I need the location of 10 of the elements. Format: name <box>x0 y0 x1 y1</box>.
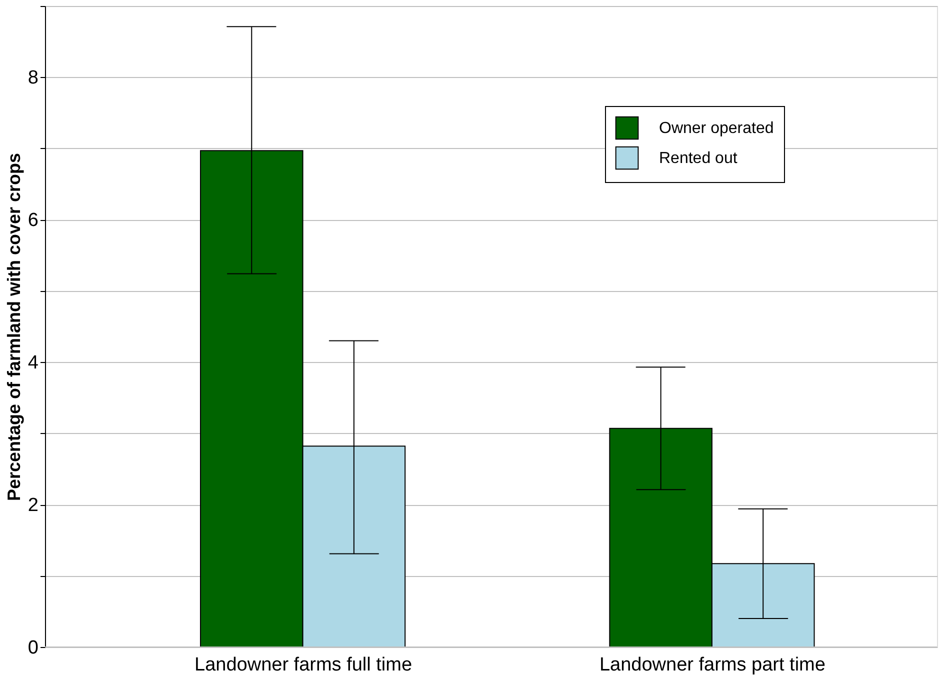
y-tick-label: 8 <box>28 68 38 89</box>
y-tick-label: 0 <box>28 638 38 658</box>
y-tick-label: 6 <box>28 210 38 232</box>
legend-label: Owner operated <box>659 120 774 137</box>
legend-label: Rented out <box>659 150 738 167</box>
y-axis-title: Percentage of farmland with cover crops <box>4 152 24 502</box>
x-tick-label: Landowner farms full time <box>194 654 412 676</box>
y-tick-label: 4 <box>28 352 39 374</box>
x-tick-label: Landowner farms part time <box>599 654 826 676</box>
y-tick-label: 2 <box>28 495 38 516</box>
